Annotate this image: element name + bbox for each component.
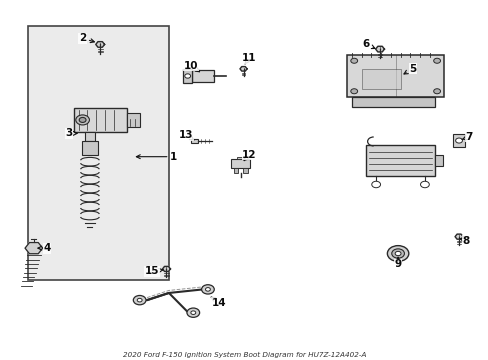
Bar: [127, 113, 140, 127]
Bar: [236, 157, 244, 159]
Circle shape: [350, 89, 357, 94]
Bar: [243, 168, 247, 173]
Circle shape: [391, 249, 404, 258]
Text: 13: 13: [179, 130, 194, 140]
Text: 12: 12: [242, 150, 256, 161]
Text: 3: 3: [65, 129, 77, 138]
Circle shape: [394, 251, 400, 256]
Polygon shape: [162, 266, 170, 271]
Polygon shape: [375, 46, 384, 52]
Bar: [233, 168, 238, 173]
Text: 4: 4: [38, 243, 51, 253]
Bar: [361, 69, 400, 89]
Circle shape: [184, 74, 190, 78]
Circle shape: [433, 58, 440, 63]
Bar: [74, 108, 127, 132]
Circle shape: [386, 246, 408, 261]
Bar: [366, 145, 434, 176]
Bar: [84, 132, 95, 140]
Circle shape: [137, 298, 142, 302]
Bar: [183, 69, 192, 83]
Polygon shape: [454, 234, 462, 239]
Polygon shape: [25, 243, 42, 254]
Text: 2020 Ford F-150 Ignition System Boot Diagram for HU7Z-12A402-A: 2020 Ford F-150 Ignition System Boot Dia…: [122, 351, 366, 357]
Bar: [351, 96, 434, 107]
Circle shape: [133, 296, 146, 305]
Text: 14: 14: [211, 297, 226, 308]
Circle shape: [201, 285, 214, 294]
Circle shape: [79, 117, 86, 122]
Text: 9: 9: [394, 257, 401, 269]
Text: 5: 5: [403, 64, 415, 74]
Bar: [27, 26, 168, 280]
Circle shape: [455, 138, 462, 143]
Bar: [82, 140, 98, 155]
Text: 10: 10: [183, 61, 199, 72]
Circle shape: [371, 181, 380, 188]
Circle shape: [420, 181, 428, 188]
Circle shape: [205, 288, 210, 291]
Bar: [192, 70, 214, 82]
Circle shape: [190, 311, 195, 315]
Text: 2: 2: [79, 33, 94, 43]
Text: 1: 1: [136, 152, 177, 162]
Polygon shape: [240, 67, 246, 71]
Text: 7: 7: [461, 132, 471, 142]
Text: 6: 6: [362, 40, 374, 49]
Text: 15: 15: [144, 266, 163, 276]
Circle shape: [186, 308, 199, 318]
Bar: [190, 139, 197, 143]
Bar: [434, 155, 443, 166]
Circle shape: [76, 115, 89, 125]
Circle shape: [433, 89, 440, 94]
Text: 11: 11: [242, 53, 256, 64]
Bar: [346, 55, 444, 96]
Bar: [452, 134, 464, 147]
Text: 8: 8: [459, 236, 469, 246]
Circle shape: [350, 58, 357, 63]
Polygon shape: [96, 42, 104, 47]
Bar: [231, 159, 249, 168]
